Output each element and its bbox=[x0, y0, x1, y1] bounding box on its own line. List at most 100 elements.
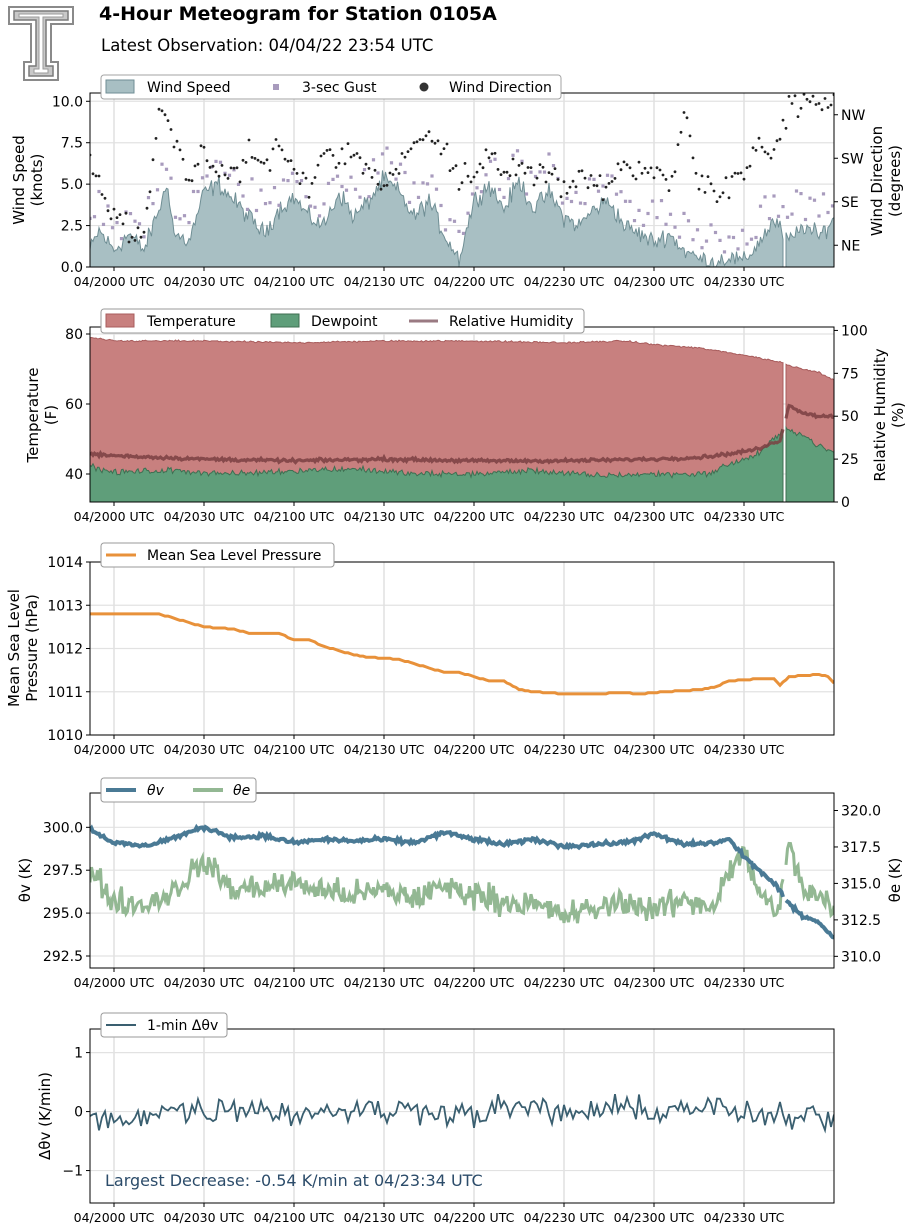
direction-point bbox=[283, 157, 287, 161]
direction-point bbox=[730, 175, 734, 178]
direction-point bbox=[397, 172, 401, 175]
direction-point bbox=[274, 138, 278, 141]
gust-point bbox=[385, 146, 389, 150]
direction-point bbox=[223, 173, 227, 177]
direction-point bbox=[805, 97, 809, 101]
direction-point bbox=[517, 164, 521, 167]
dtheta-legend: 1-min Δθv bbox=[100, 1012, 228, 1038]
x-tick-label: 04/2230 UTC bbox=[524, 1210, 605, 1225]
direction-point bbox=[643, 166, 647, 170]
direction-point bbox=[361, 171, 365, 175]
x-tick-label: 04/2100 UTC bbox=[254, 274, 335, 289]
direction-point bbox=[322, 152, 326, 155]
direction-point bbox=[199, 144, 203, 148]
gust-point bbox=[443, 228, 448, 232]
y2-tick-label: 317.5 bbox=[841, 840, 881, 856]
gust-point bbox=[448, 218, 452, 222]
direction-point bbox=[718, 195, 722, 199]
gust-point bbox=[596, 189, 601, 193]
gust-point bbox=[209, 165, 214, 169]
gust-point bbox=[664, 222, 668, 226]
direction-point bbox=[421, 138, 425, 142]
legend-temperature-swatch bbox=[105, 313, 135, 328]
gust-point bbox=[610, 174, 614, 178]
direction-point bbox=[262, 161, 266, 165]
direction-point bbox=[295, 172, 299, 175]
direction-point bbox=[316, 163, 320, 167]
legend-rh: Relative Humidity bbox=[449, 314, 573, 330]
gust-point bbox=[416, 195, 421, 199]
gust-point bbox=[200, 176, 205, 180]
direction-point bbox=[598, 174, 602, 178]
y2-tick-label: 100 bbox=[841, 323, 868, 339]
direction-point bbox=[148, 190, 152, 194]
direction-point bbox=[433, 141, 437, 145]
gust-point bbox=[115, 221, 119, 225]
wind-panel: 04/2000 UTC 04/2030 UTC 04/2100 UTC 04/2130… bbox=[10, 74, 904, 289]
gust-point bbox=[304, 195, 308, 199]
direction-point bbox=[256, 158, 260, 162]
direction-point bbox=[766, 152, 770, 156]
gust-point bbox=[236, 182, 241, 186]
gust-point bbox=[808, 196, 812, 200]
direction-point bbox=[529, 166, 533, 170]
gust-point bbox=[398, 162, 403, 166]
direction-point bbox=[604, 185, 608, 189]
dtheta-panel: 04/2000 UTC 04/2030 UTC 04/2100 UTC 04/2130… bbox=[36, 1012, 835, 1225]
dtheta-ylabel: Δθv (K/min) bbox=[36, 1072, 54, 1160]
direction-point bbox=[748, 164, 752, 168]
direction-point bbox=[577, 169, 581, 173]
gust-point bbox=[299, 179, 304, 183]
direction-point bbox=[586, 186, 590, 190]
direction-point bbox=[784, 126, 788, 130]
direction-point bbox=[409, 147, 413, 151]
direction-point bbox=[685, 116, 689, 120]
direction-point bbox=[265, 158, 269, 162]
x-tick-label: 04/2330 UTC bbox=[704, 509, 785, 524]
direction-point bbox=[568, 185, 572, 189]
x-tick-label: 04/2230 UTC bbox=[524, 509, 605, 524]
direction-point bbox=[226, 177, 230, 180]
direction-point bbox=[190, 179, 194, 183]
gust-point bbox=[583, 202, 587, 206]
gust-point bbox=[191, 189, 196, 194]
gust-point bbox=[227, 173, 232, 177]
y2-tick-label: 0 bbox=[841, 495, 850, 511]
y-tick-label: 1014 bbox=[47, 555, 83, 571]
gust-point bbox=[538, 170, 542, 174]
gust-point bbox=[218, 160, 223, 164]
direction-point bbox=[601, 198, 605, 202]
gust-point bbox=[245, 207, 250, 211]
dewpoint-area bbox=[90, 425, 834, 502]
direction-point bbox=[196, 162, 200, 166]
gust-point bbox=[799, 192, 803, 196]
gust-point bbox=[668, 212, 673, 216]
direction-point bbox=[673, 170, 677, 174]
gust-point bbox=[493, 157, 497, 161]
gust-point bbox=[452, 219, 457, 223]
direction-point bbox=[565, 191, 569, 195]
direction-point bbox=[151, 158, 155, 162]
gust-point bbox=[178, 217, 182, 221]
gust-point bbox=[641, 223, 646, 227]
relative-humidity-line bbox=[90, 403, 834, 465]
gust-point bbox=[308, 204, 313, 208]
direction-point bbox=[667, 189, 671, 193]
x-tick-label: 04/2000 UTC bbox=[74, 975, 155, 990]
direction-point bbox=[661, 173, 665, 177]
direction-point bbox=[694, 171, 698, 175]
gust-point bbox=[659, 199, 664, 203]
gust-point bbox=[524, 192, 529, 196]
direction-point bbox=[454, 164, 458, 168]
gust-point bbox=[160, 162, 164, 166]
pressure-legend: Mean Sea Level Pressure bbox=[100, 542, 335, 568]
gust-point bbox=[335, 174, 340, 178]
direction-point bbox=[544, 180, 548, 184]
thermo-ylabel-line2: (F) bbox=[42, 405, 60, 425]
y-tick-label: 1 bbox=[74, 1046, 83, 1062]
direction-point bbox=[619, 168, 623, 172]
direction-point bbox=[325, 149, 329, 152]
wind-speed-area bbox=[90, 170, 834, 267]
direction-point bbox=[349, 155, 353, 159]
